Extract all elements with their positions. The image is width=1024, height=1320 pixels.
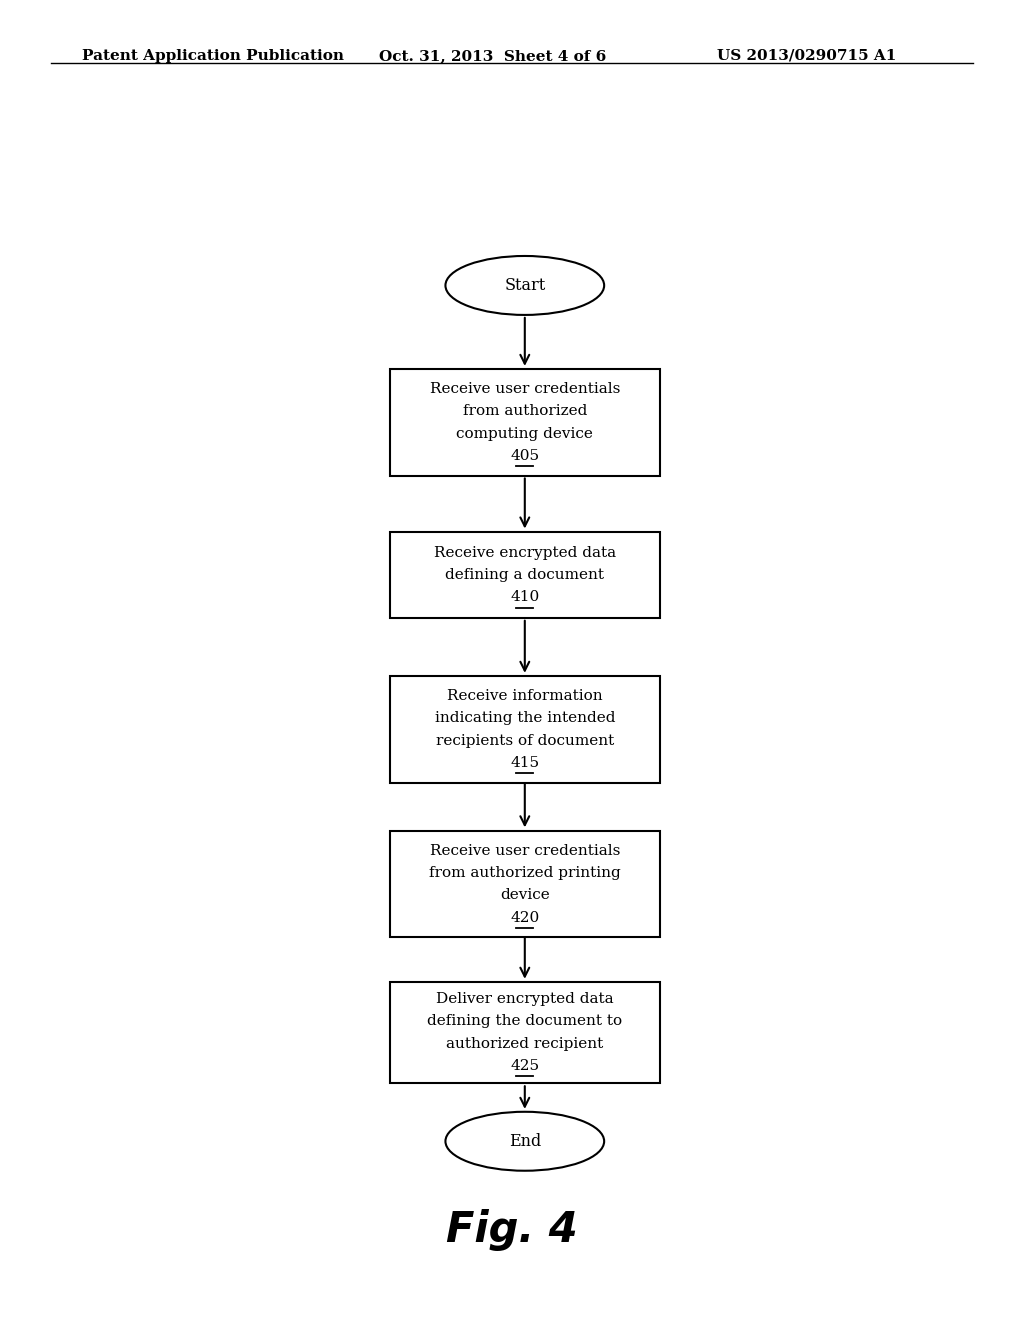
Text: indicating the intended: indicating the intended [434, 711, 615, 726]
Text: 425: 425 [510, 1059, 540, 1073]
Text: Patent Application Publication: Patent Application Publication [82, 49, 344, 63]
Text: Oct. 31, 2013  Sheet 4 of 6: Oct. 31, 2013 Sheet 4 of 6 [379, 49, 606, 63]
Text: 405: 405 [510, 449, 540, 463]
Ellipse shape [445, 256, 604, 315]
Text: 415: 415 [510, 756, 540, 770]
Text: Receive user credentials: Receive user credentials [430, 381, 620, 396]
Text: defining a document: defining a document [445, 568, 604, 582]
Text: 410: 410 [510, 590, 540, 605]
Text: computing device: computing device [457, 426, 593, 441]
Text: Deliver encrypted data: Deliver encrypted data [436, 991, 613, 1006]
Text: device: device [500, 888, 550, 903]
Text: authorized recipient: authorized recipient [446, 1036, 603, 1051]
Ellipse shape [445, 1111, 604, 1171]
Text: Fig. 4: Fig. 4 [446, 1209, 578, 1251]
FancyBboxPatch shape [390, 982, 659, 1084]
Text: Start: Start [504, 277, 546, 294]
Text: End: End [509, 1133, 541, 1150]
Text: recipients of document: recipients of document [435, 734, 614, 748]
Text: US 2013/0290715 A1: US 2013/0290715 A1 [717, 49, 896, 63]
Text: Receive encrypted data: Receive encrypted data [434, 545, 615, 560]
FancyBboxPatch shape [390, 830, 659, 937]
FancyBboxPatch shape [390, 676, 659, 783]
FancyBboxPatch shape [390, 532, 659, 618]
Text: Receive user credentials: Receive user credentials [430, 843, 620, 858]
FancyBboxPatch shape [390, 370, 659, 477]
Text: Receive information: Receive information [447, 689, 602, 704]
Text: defining the document to: defining the document to [427, 1014, 623, 1028]
Text: from authorized: from authorized [463, 404, 587, 418]
Text: from authorized printing: from authorized printing [429, 866, 621, 880]
Text: 420: 420 [510, 911, 540, 924]
